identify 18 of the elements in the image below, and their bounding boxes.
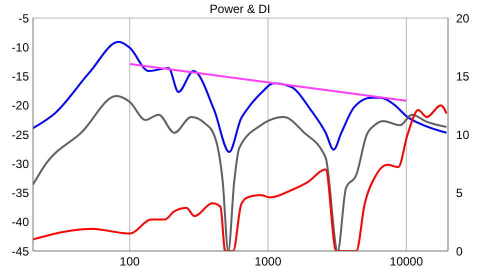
y-tick-label: -35: [12, 186, 30, 200]
y2-tick-label: 0: [456, 244, 463, 258]
y2-tick-label: 5: [456, 186, 463, 200]
x-tick-label: 10000: [390, 254, 424, 269]
chart-title: Power & DI: [210, 2, 270, 16]
y-tick-label: -25: [12, 128, 30, 142]
y-tick-label: -20: [12, 98, 30, 113]
y-tick-label: -40: [12, 215, 30, 230]
y-tick-label: -15: [12, 70, 30, 84]
y-tick-label: -30: [12, 156, 30, 171]
x-tick-label: 100: [120, 254, 140, 269]
y2-tick-label: 10: [456, 128, 470, 142]
y2-tick-label: 15: [456, 70, 470, 84]
y-tick-label: -45: [12, 244, 30, 258]
y-tick-label: -5: [18, 11, 30, 26]
y2-tick-label: 20: [456, 11, 470, 26]
y-tick-label: -10: [12, 40, 30, 54]
x-tick-label: 1000: [254, 254, 282, 269]
